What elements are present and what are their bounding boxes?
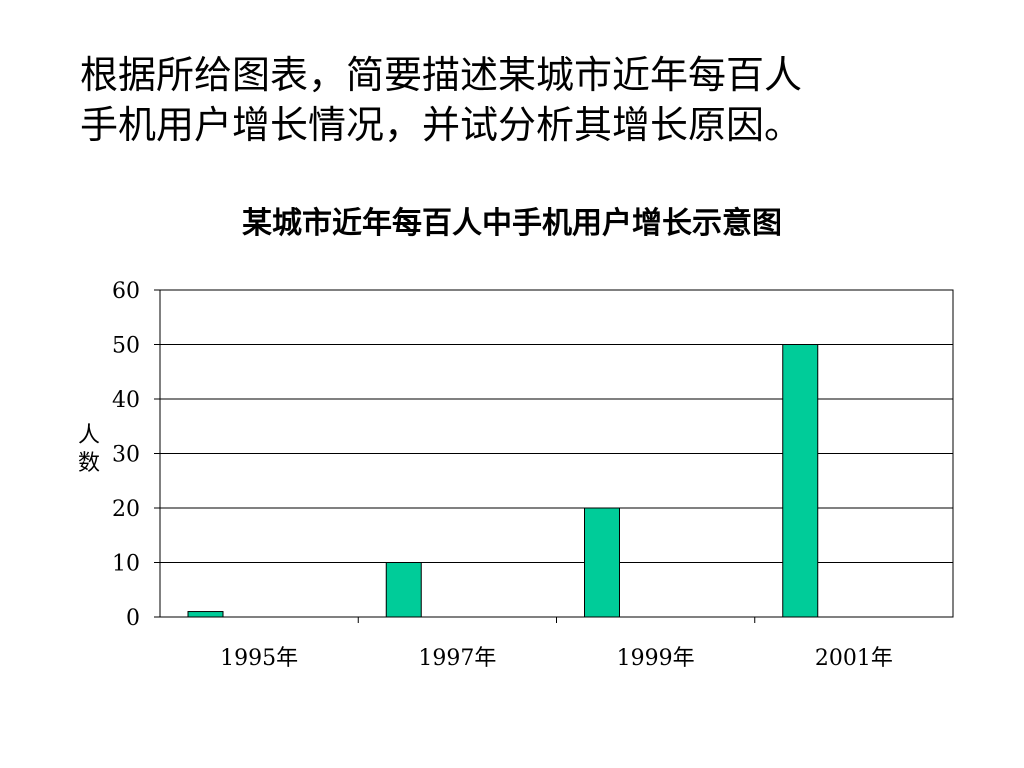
- chart-title: 某城市近年每百人中手机用户增长示意图: [242, 206, 782, 241]
- y-tick-label: 20: [112, 497, 140, 522]
- prompt-line-1: 根据所给图表，简要描述某城市近年每百人: [80, 53, 803, 97]
- x-tick-label: 2001年: [815, 646, 893, 671]
- x-tick-label: 1995年: [220, 646, 298, 671]
- question-prompt: 根据所给图表，简要描述某城市近年每百人 手机用户增长情况，并试分析其增长原因。: [80, 50, 980, 150]
- y-axis-label-char-2: 数: [77, 451, 100, 476]
- y-tick-label: 60: [112, 279, 140, 304]
- y-tick-label: 40: [112, 388, 140, 413]
- y-axis-label-char-1: 人: [77, 423, 100, 448]
- y-axis-label: 人 数: [74, 422, 104, 478]
- y-tick-label: 10: [112, 552, 140, 577]
- x-tick-label: 1997年: [418, 646, 496, 671]
- prompt-line-2: 手机用户增长情况，并试分析其增长原因。: [80, 103, 803, 147]
- bar: [187, 611, 224, 618]
- y-tick-label: 50: [112, 334, 140, 359]
- y-tick-label: 0: [126, 606, 140, 631]
- y-tick-label: 30: [112, 443, 140, 468]
- bar: [584, 507, 620, 618]
- bar: [385, 562, 422, 618]
- x-tick-label: 1999年: [617, 646, 695, 671]
- bar: [782, 344, 819, 618]
